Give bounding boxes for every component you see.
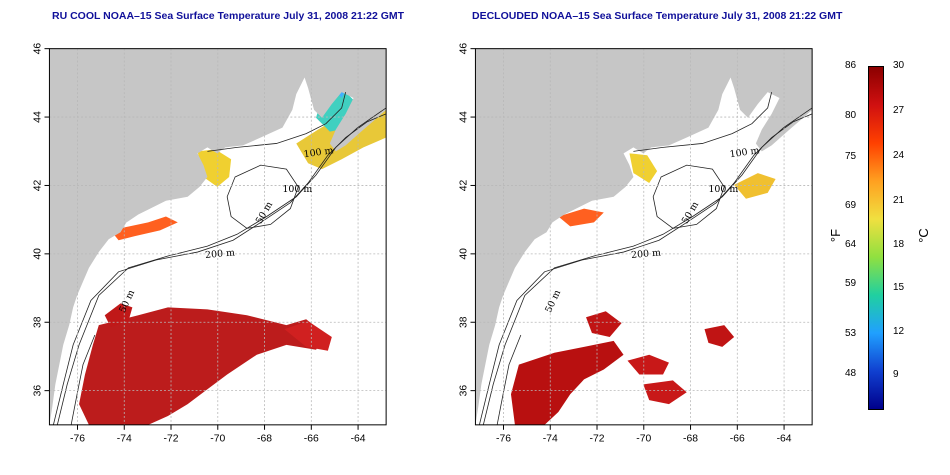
x-tick-label: -64 (351, 434, 366, 445)
warm-filament-patch (627, 354, 669, 375)
contour-100m-inner (207, 92, 347, 152)
colorbar-celsius-tick: 9 (893, 369, 899, 380)
celsius-unit-label: °C (915, 228, 931, 243)
contour-depth-label: 100 m (303, 145, 334, 160)
scotian-shelf-patch (734, 173, 776, 199)
contour-50m-shelf (496, 334, 522, 425)
colorbar-celsius-tick: 30 (893, 60, 905, 71)
x-tick-label: -72 (590, 434, 605, 445)
contour-50m-georges (226, 164, 299, 229)
contour-depth-label: 100 m (708, 184, 738, 195)
contour-depth-label: 100 m (282, 184, 312, 195)
y-tick-label: 44 (32, 111, 43, 123)
nova-scotia-land (302, 48, 387, 152)
contour-100m-outer (52, 113, 387, 425)
colorbar-fahrenheit-tick: 75 (845, 151, 857, 162)
x-tick-label: -68 (683, 434, 698, 445)
right-map-title: DECLOUDED NOAA–15 Sea Surface Temperatur… (472, 10, 843, 22)
shelf-warm-patch (110, 216, 178, 241)
georges-bank-patch (629, 153, 658, 183)
contour-200m (482, 107, 813, 425)
y-tick-label: 40 (32, 248, 43, 260)
contour-50m-georges (652, 164, 725, 229)
warm-eddy-patch (704, 325, 735, 347)
colorbar-fahrenheit-tick: 53 (845, 328, 857, 339)
colorbar-celsius-tick: 12 (893, 326, 905, 337)
contour-100m-outer (478, 113, 813, 425)
warm-eddy-patch (284, 321, 332, 351)
contour-100m-inner (633, 92, 773, 152)
colorbar-fahrenheit-tick: 80 (845, 110, 857, 121)
colorbar-fahrenheit-tick: 69 (845, 200, 857, 211)
y-tick-label: 44 (458, 111, 469, 123)
right-sst-map: 100 m 100 m 50 m 200 m 50 m -76 -74 -72 -70 -68 -6… (458, 43, 817, 445)
contour-depth-label: 200 m (205, 247, 236, 261)
y-tick-label: 46 (458, 43, 469, 55)
colorbar-celsius-tick: 15 (893, 282, 905, 293)
contour-depth-label: 200 m (631, 247, 662, 261)
gulf-stream-sst-patch (79, 307, 326, 425)
x-tick-label: -74 (117, 434, 132, 445)
us-coastline-land (49, 48, 380, 425)
x-tick-label: -74 (543, 434, 558, 445)
warm-filament-patch (643, 380, 687, 405)
colorbar-fahrenheit-tick: 48 (845, 368, 857, 379)
colorbar-fahrenheit-tick: 59 (845, 278, 857, 289)
shelf-warm-patch (558, 208, 604, 227)
colorbar-celsius-tick: 21 (893, 195, 905, 206)
y-tick-label: 36 (32, 385, 43, 397)
contour-200m (56, 107, 387, 425)
left-map-title: RU COOL NOAA–15 Sea Surface Temperature … (52, 10, 405, 22)
y-tick-label: 36 (458, 385, 469, 397)
left-sst-map: 100 m 100 m 50 m 200 m 50 m -76 -74 -72 -70 -68 -6… (32, 43, 391, 445)
x-tick-label: -64 (777, 434, 792, 445)
warm-filament-patch (104, 303, 133, 328)
contour-depth-label: 100 m (729, 145, 760, 160)
x-tick-label: -70 (210, 434, 225, 445)
y-tick-label: 46 (32, 43, 43, 55)
x-tick-label: -72 (164, 434, 179, 445)
x-tick-label: -68 (257, 434, 272, 445)
contour-50m-shelf (70, 334, 96, 425)
x-tick-label: -66 (304, 434, 319, 445)
colorbar-fahrenheit-tick: 86 (845, 60, 857, 71)
temperature-colorbar (868, 66, 884, 410)
warm-eddy-patch (586, 311, 622, 337)
y-tick-label: 42 (458, 179, 469, 191)
x-tick-label: -76 (70, 434, 85, 445)
y-tick-label: 38 (32, 316, 43, 328)
nova-scotia-land (728, 48, 813, 152)
x-tick-label: -76 (496, 434, 511, 445)
x-tick-label: -66 (730, 434, 745, 445)
y-tick-label: 40 (458, 248, 469, 260)
x-tick-label: -70 (636, 434, 651, 445)
fahrenheit-unit-label: °F (828, 228, 844, 243)
colorbar-celsius-tick: 18 (893, 239, 905, 250)
us-coastline-land (475, 48, 806, 425)
y-tick-label: 42 (32, 179, 43, 191)
gulf-stream-sst-patch (510, 340, 624, 425)
colorbar-celsius-tick: 27 (893, 105, 905, 116)
colorbar-fahrenheit-tick: 64 (845, 239, 857, 250)
colorbar-celsius-tick: 24 (893, 150, 905, 161)
y-tick-label: 38 (458, 316, 469, 328)
